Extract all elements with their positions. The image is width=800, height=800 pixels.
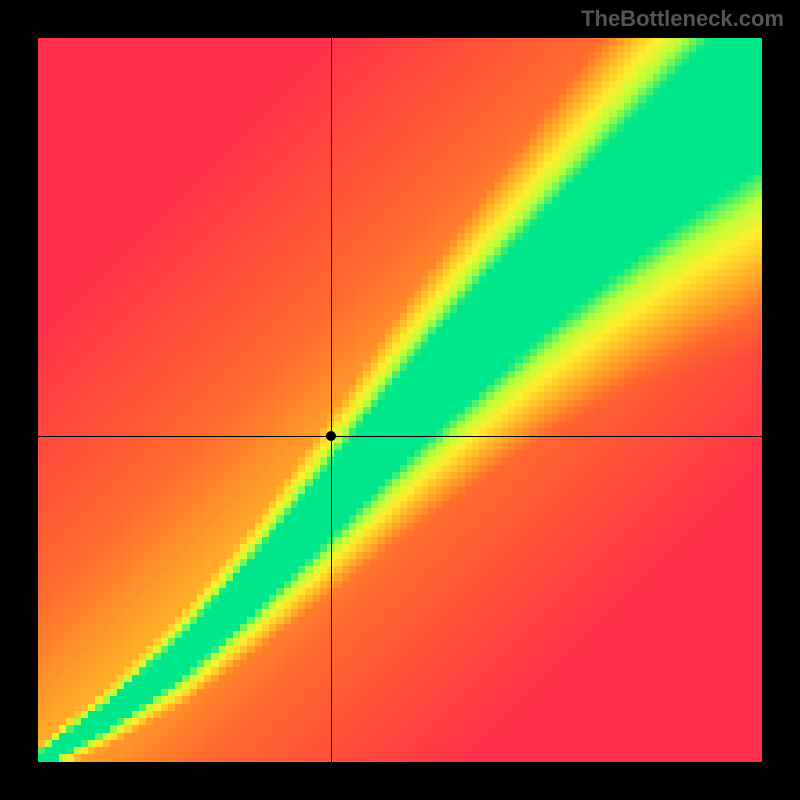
watermark-text: TheBottleneck.com <box>581 6 784 32</box>
crosshair-vertical <box>331 38 332 762</box>
chart-container: TheBottleneck.com <box>0 0 800 800</box>
crosshair-horizontal <box>38 436 762 437</box>
heatmap-canvas <box>38 38 762 762</box>
chart-frame <box>0 0 800 800</box>
crosshair-marker <box>326 431 336 441</box>
